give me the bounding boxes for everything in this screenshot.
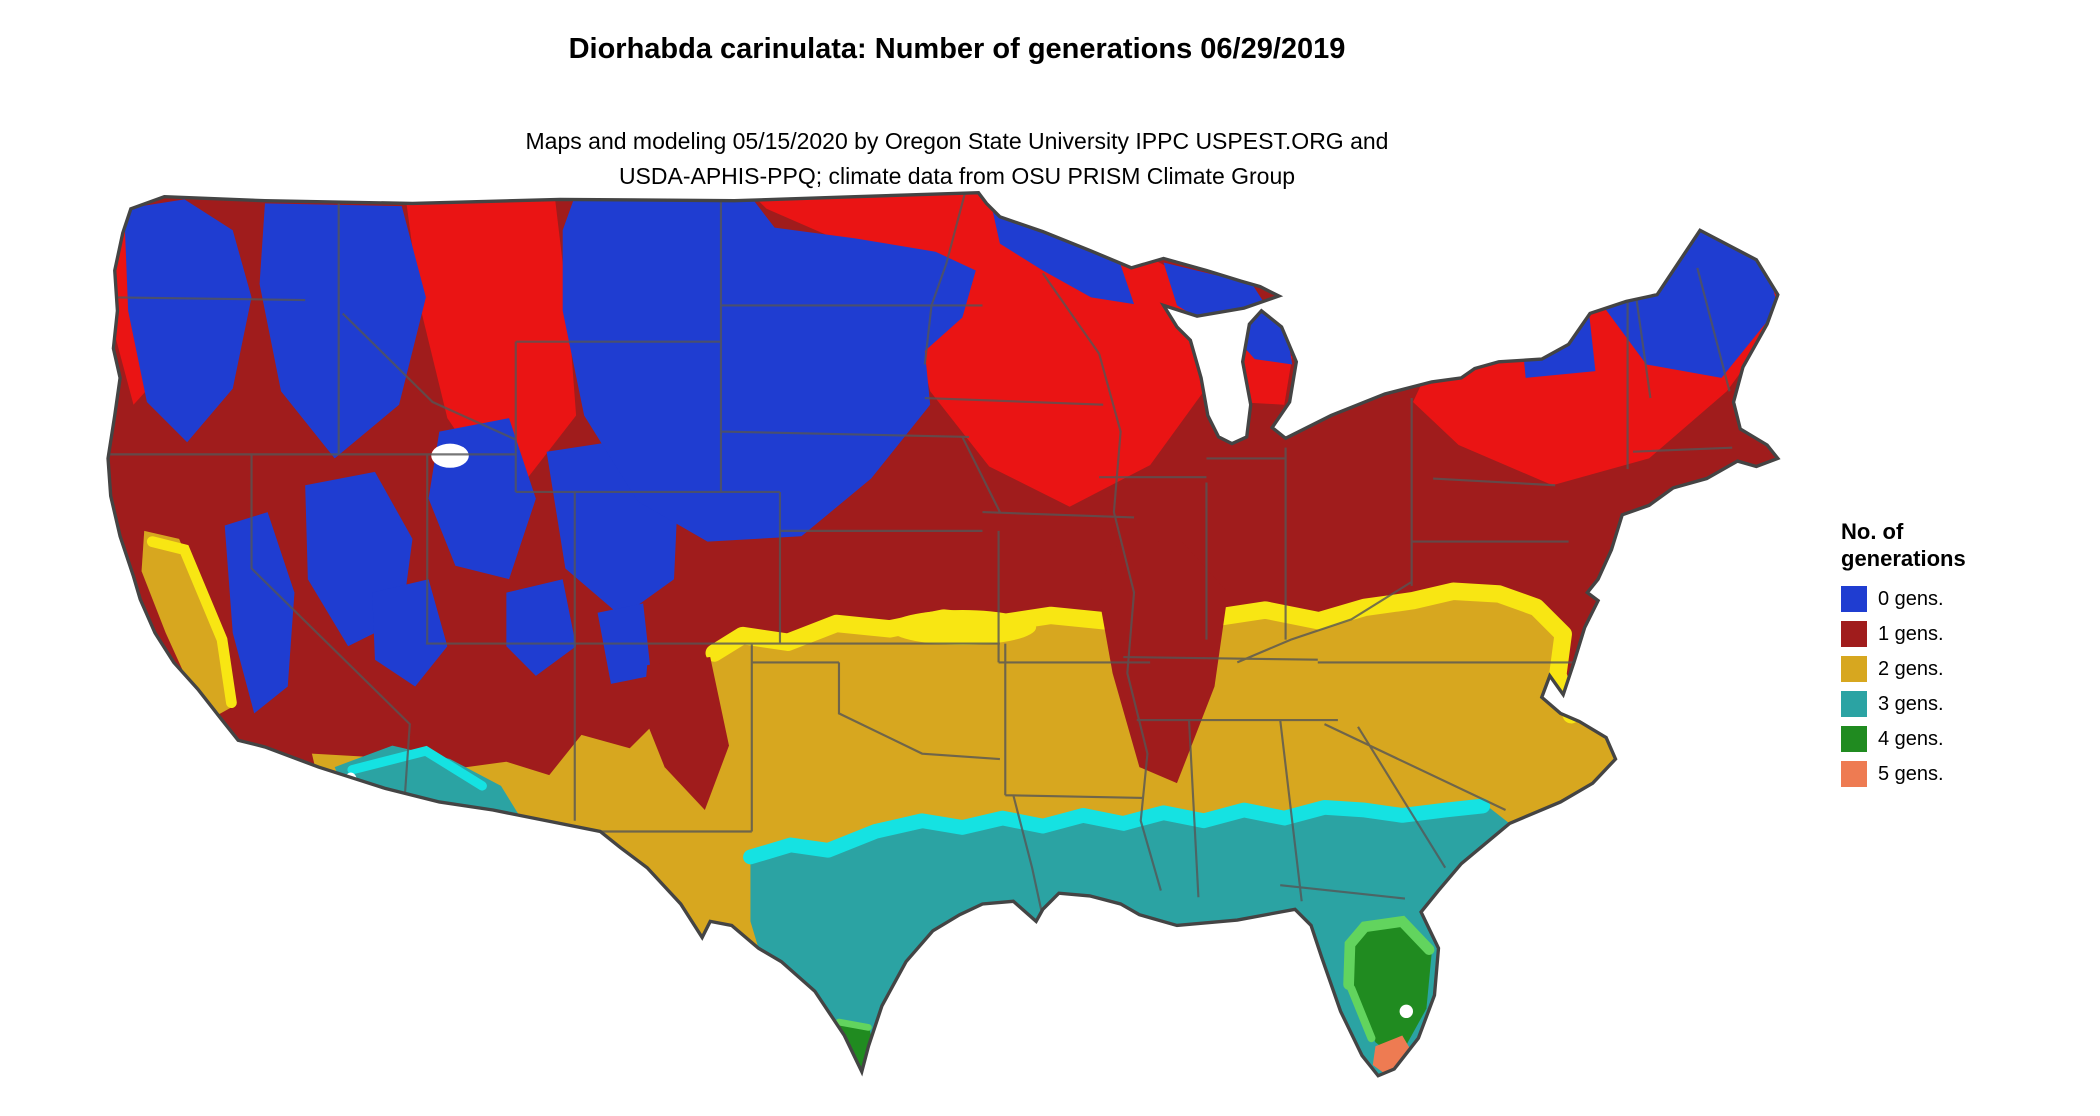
great-salt-lake — [431, 443, 469, 468]
region-west-texas-dark-red-tongue — [643, 657, 729, 811]
legend-label-4-gens: 4 gens. — [1878, 727, 1944, 750]
legend-label-2-gens: 2 gens. — [1878, 657, 1944, 680]
region-desert-cyan-patch — [420, 820, 464, 843]
legend-swatch-4-gens — [1841, 726, 1867, 752]
region-utah-highlands-blue — [506, 579, 577, 676]
region-desert-cyan-edge — [347, 745, 487, 791]
legend: No. of generations 0 gens. 1 gens. 2 gen… — [1841, 518, 1966, 796]
zone-0gens-regions — [124, 192, 1778, 714]
legend-item-2-gens: 2 gens. — [1841, 656, 1966, 682]
region-adirondacks-blue — [1518, 297, 1596, 378]
us-generations-map-svg — [106, 191, 1780, 1093]
region-appalachian-dark-red-tongue — [1099, 538, 1228, 784]
page-subtitle: Maps and modeling 05/15/2020 by Oregon S… — [0, 124, 1914, 194]
legend-item-5-gens: 5 gens. — [1841, 761, 1966, 787]
region-florida-west-light-green-edge — [1347, 984, 1376, 1043]
region-florida-keys-orange-2 — [1406, 1077, 1414, 1085]
region-florida-light-green-edge — [1343, 915, 1435, 990]
lake-okeechobee — [1399, 1004, 1414, 1019]
legend-item-4-gens: 4 gens. — [1841, 726, 1966, 752]
legend-label-0-gens: 0 gens. — [1878, 587, 1944, 610]
region-valley-yellow-edge — [146, 536, 237, 709]
legend-title: No. of generations — [1841, 518, 1966, 572]
region-central-valley-gold — [141, 530, 233, 722]
region-florida-keys-orange-3 — [1380, 1086, 1387, 1093]
legend-title-line-1: No. of — [1841, 519, 1904, 544]
legend-item-3-gens: 3 gens. — [1841, 691, 1966, 717]
state-borders — [108, 192, 1733, 918]
region-florida-keys-orange-1 — [1393, 1082, 1401, 1090]
legend-swatch-1-gens — [1841, 621, 1867, 647]
legend-item-0-gens: 0 gens. — [1841, 586, 1966, 612]
legend-swatch-0-gens — [1841, 586, 1867, 612]
legend-label-5-gens: 5 gens. — [1878, 762, 1944, 785]
region-northern-plains-blue — [562, 192, 976, 542]
page-title: Diorhabda carinulata: Number of generati… — [568, 33, 1346, 65]
region-yuma-green-patch — [337, 801, 359, 819]
region-cyan-transition-band — [743, 798, 1491, 865]
subtitle-line-1: Maps and modeling 05/15/2020 by Oregon S… — [525, 128, 1389, 154]
legend-swatch-5-gens — [1841, 761, 1867, 787]
region-south-florida-orange — [1372, 1035, 1416, 1076]
zone-5gens-regions — [1372, 1035, 1416, 1093]
legend-item-1-gens: 1 gens. — [1841, 621, 1966, 647]
region-pacific-northwest-blue — [124, 199, 252, 443]
legend-swatch-3-gens — [1841, 691, 1867, 717]
region-west-plains-bright-red — [405, 195, 577, 506]
us-map — [104, 190, 1810, 1116]
zone-4gens-regions — [337, 801, 1435, 1074]
zone-1gen-southern-tongues — [643, 538, 1228, 811]
region-gulf-coast-teal-band — [750, 804, 1510, 1076]
legend-label-1-gens: 1 gens. — [1878, 622, 1944, 645]
region-northern-rockies-blue — [259, 203, 426, 459]
region-texas-light-green-edge — [835, 1018, 872, 1031]
region-kansas-yellow-patch — [888, 610, 1037, 645]
legend-title-line-2: generations — [1841, 546, 1966, 571]
legend-label-3-gens: 3 gens. — [1878, 692, 1944, 715]
legend-swatch-2-gens — [1841, 656, 1867, 682]
region-nevada-highlands-blue — [372, 579, 448, 687]
region-sierra-nevada-blue — [224, 512, 295, 714]
subtitle-line-2: USDA-APHIS-PPQ; climate data from OSU PR… — [618, 163, 1296, 189]
